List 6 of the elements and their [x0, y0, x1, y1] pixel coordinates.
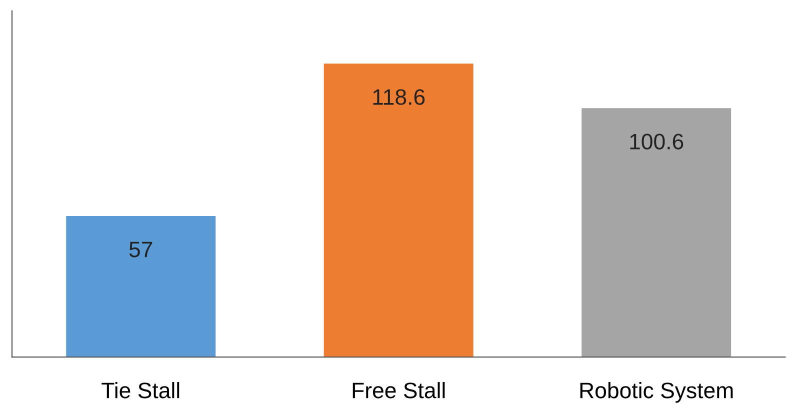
data-label: 118.6: [373, 89, 425, 105]
x-tick-label: Free Stall: [352, 382, 445, 398]
x-tick-label: Tie Stall: [102, 382, 180, 398]
data-label: 57: [129, 242, 152, 258]
data-label: 100.6: [630, 134, 684, 150]
x-tick-label: Robotic System: [580, 382, 733, 403]
